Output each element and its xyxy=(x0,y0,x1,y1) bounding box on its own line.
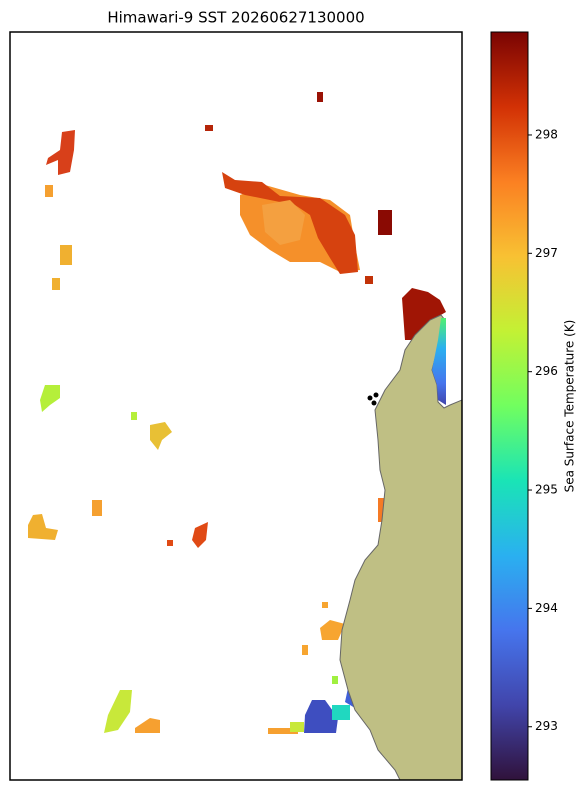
map xyxy=(10,32,462,780)
tick-label: 294 xyxy=(535,601,558,615)
colorbar-label: Sea Surface Temperature (K) xyxy=(563,320,577,493)
map-frame xyxy=(9,31,463,781)
tick-label: 297 xyxy=(535,246,558,260)
tick-label: 298 xyxy=(535,127,558,141)
tick-label: 296 xyxy=(535,364,558,378)
chart-title: Himawari-9 SST 20260627130000 xyxy=(107,9,364,27)
colorbar: 293 294 295 296 297 298 xyxy=(490,31,558,781)
tick-label: 295 xyxy=(535,483,558,497)
tick-label: 293 xyxy=(535,719,558,733)
